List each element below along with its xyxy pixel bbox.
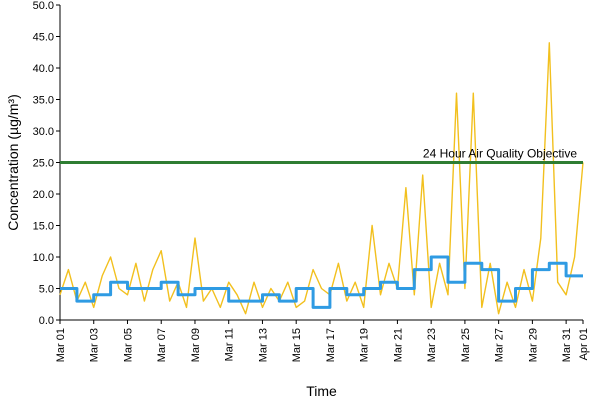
x-tick-label: Mar 05 bbox=[122, 328, 134, 362]
x-tick-label: Mar 17 bbox=[325, 328, 337, 362]
x-tick-label: Mar 31 bbox=[561, 328, 573, 362]
x-tick-label: Mar 11 bbox=[224, 328, 236, 361]
y-tick-label: 35.0 bbox=[33, 95, 54, 107]
reference-layer: 24 Hour Air Quality Objective bbox=[60, 147, 583, 164]
y-tick-label: 15.0 bbox=[33, 221, 54, 233]
air-quality-objective-label: 24 Hour Air Quality Objective bbox=[423, 147, 577, 161]
y-tick-label: 30.0 bbox=[33, 126, 54, 138]
y-tick-label: 10.0 bbox=[33, 252, 54, 264]
x-tick-label: Mar 01 bbox=[55, 328, 67, 362]
y-tick-label: 0.0 bbox=[39, 315, 54, 327]
x-tick-label: Mar 03 bbox=[89, 328, 101, 362]
y-tick-label: 50.0 bbox=[33, 0, 54, 12]
x-tick-label: Mar 27 bbox=[494, 328, 506, 362]
y-tick-label: 45.0 bbox=[33, 32, 54, 44]
x-axis-title: Time bbox=[306, 383, 337, 399]
series-layer bbox=[59, 42, 584, 315]
x-tick-label: Apr 01 bbox=[578, 328, 590, 360]
y-axis-title: Concentration (µg/m³) bbox=[5, 94, 21, 230]
daily-average-line bbox=[60, 255, 583, 309]
x-tick-label: Mar 15 bbox=[291, 328, 303, 362]
axes-layer: 0.0 5.0 10.0 15.0 20.0 25.0 30.0 35.0 40.0 45.0 50… bbox=[33, 0, 590, 362]
hourly-concentration-line bbox=[59, 42, 584, 315]
x-tick-label: Mar 23 bbox=[426, 328, 438, 362]
x-tick-label: Mar 29 bbox=[527, 328, 539, 362]
y-tick-label: 25.0 bbox=[33, 158, 54, 170]
x-tick-label: Mar 13 bbox=[257, 328, 269, 362]
x-tick-label: Mar 25 bbox=[460, 328, 472, 362]
y-tick-label: 5.0 bbox=[39, 284, 54, 296]
y-tick-label: 40.0 bbox=[33, 63, 54, 75]
y-tick-label: 20.0 bbox=[33, 189, 54, 201]
x-tick-label: Mar 19 bbox=[359, 328, 371, 362]
x-tick-label: Mar 07 bbox=[156, 328, 168, 362]
x-tick-label: Mar 21 bbox=[392, 328, 404, 362]
x-tick-label: Mar 09 bbox=[190, 328, 202, 362]
